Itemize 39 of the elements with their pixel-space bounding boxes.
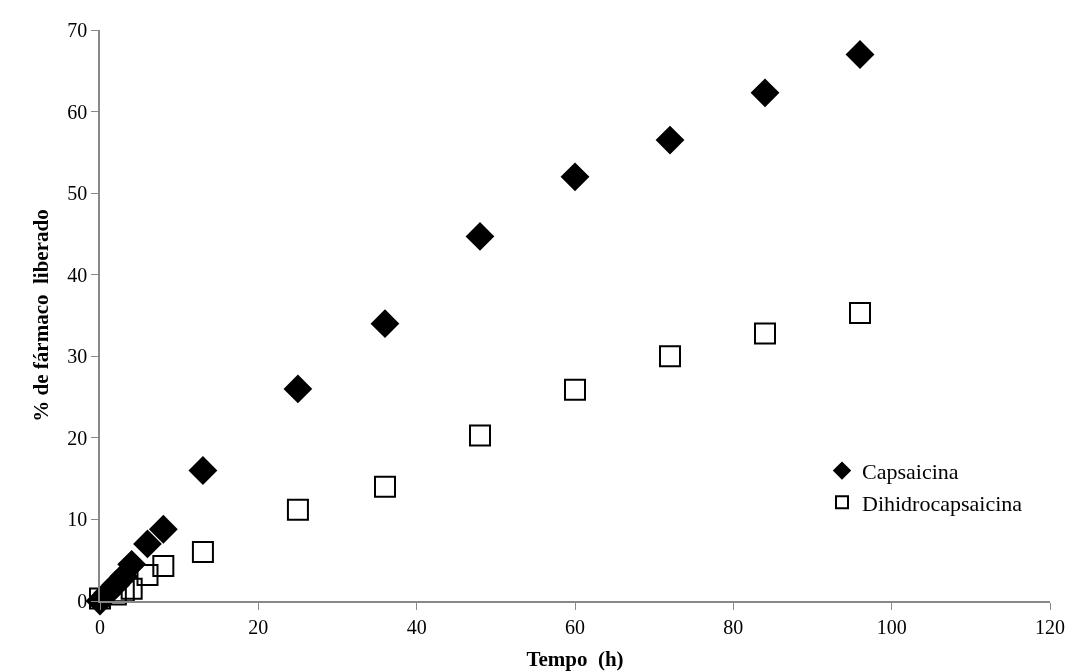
x-tick-label: 40	[406, 615, 427, 638]
legend-label: Dihidrocapsaicina	[862, 490, 1023, 516]
x-tick-label: 80	[723, 615, 744, 638]
x-axis-title: Tempo (h)	[526, 647, 624, 671]
point	[751, 78, 779, 107]
y-tick-label: 50	[67, 182, 88, 205]
point	[149, 515, 178, 544]
y-axis-title: % de fármaco liberado	[28, 209, 53, 422]
point	[152, 554, 175, 577]
point	[656, 126, 684, 155]
point	[564, 378, 586, 401]
point	[283, 374, 312, 403]
point	[374, 475, 396, 498]
y-tick-label: 20	[67, 426, 88, 449]
y-tick-label: 10	[67, 508, 88, 531]
point	[754, 322, 776, 345]
y-tick-label: 70	[67, 19, 88, 41]
x-tick-label: 120	[1035, 615, 1065, 638]
point	[849, 302, 871, 325]
point	[371, 309, 399, 338]
x-tick-label: 60	[565, 615, 585, 638]
point	[136, 563, 159, 586]
point	[659, 345, 681, 368]
point	[133, 529, 162, 558]
y-tick-label: 0	[77, 590, 88, 612]
point	[188, 456, 217, 485]
point	[466, 222, 494, 251]
y-tick-label: 40	[67, 263, 88, 286]
point	[469, 424, 491, 447]
point	[846, 40, 874, 69]
x-tick-label: 100	[876, 615, 907, 638]
x-tick-label: 0	[95, 615, 105, 638]
point	[561, 162, 589, 191]
x-tick-label: 20	[248, 615, 269, 638]
point	[286, 498, 309, 521]
y-tick-label: 30	[67, 345, 88, 368]
point	[191, 541, 214, 564]
legend-label: Capsaicina	[862, 459, 959, 485]
y-tick-label: 60	[67, 100, 88, 123]
